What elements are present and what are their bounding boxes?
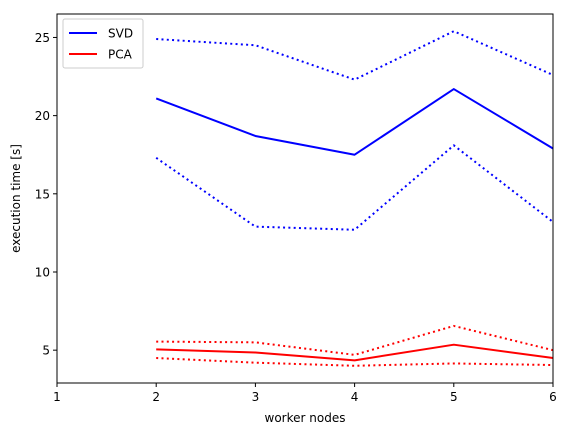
x-tick-label: 3 (252, 390, 260, 404)
y-tick-label: 5 (42, 344, 50, 358)
x-tick-label: 5 (450, 390, 458, 404)
series-layer (155, 30, 554, 367)
legend-label-pca: PCA (108, 48, 133, 62)
y-tick-label: 25 (35, 31, 50, 45)
y-tick-label: 10 (35, 265, 50, 279)
x-tick-label: 1 (53, 390, 61, 404)
legend-box (62, 18, 144, 69)
y-tick-label: 15 (35, 187, 50, 201)
legend: SVD PCA (62, 18, 144, 69)
y-tick-label: 20 (35, 109, 50, 123)
x-tick-label: 6 (549, 390, 557, 404)
y-axis-label: execution time [s] (9, 144, 23, 253)
x-axis-label: worker nodes (265, 411, 346, 425)
series-line-1 (156, 30, 554, 81)
x-tick-label: 2 (152, 390, 160, 404)
x-tick-label: 4 (351, 390, 359, 404)
series-line-0 (155, 88, 554, 156)
series-line-2 (155, 144, 554, 231)
legend-label-svd: SVD (108, 27, 133, 41)
series-line-3 (156, 343, 554, 362)
plot-frame (56, 13, 554, 384)
ticks-layer: 1 2 3 4 5 6 5 10 15 20 25 (35, 31, 557, 404)
